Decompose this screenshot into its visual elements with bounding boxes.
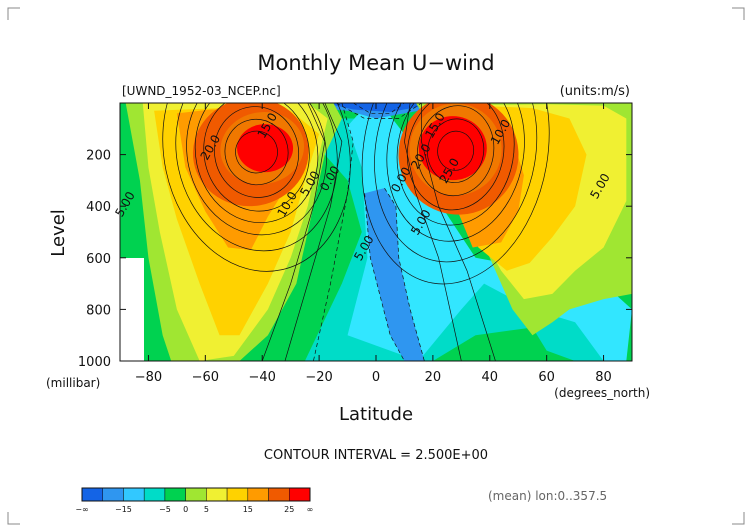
colorbar-swatch (289, 487, 311, 502)
colorbar-swatch (143, 487, 166, 502)
contour-line (417, 105, 495, 197)
plot-area (120, 103, 632, 361)
units-label: (units:m/s) (560, 84, 630, 99)
upper-dark-blue-fill (324, 103, 433, 113)
colorbar-label: −5 (159, 505, 171, 514)
y-tick-label: 200 (86, 149, 111, 164)
contour-interval: CONTOUR INTERVAL = 2.500E+00 (264, 448, 488, 463)
contour-line (353, 103, 405, 114)
colorbar-label: 0 (183, 505, 188, 514)
y-axis-unit: (millibar) (46, 376, 100, 390)
contour-lines (162, 103, 550, 361)
x-tick-label: −80 (135, 370, 162, 385)
colorbar: −∞ −15 −5 0 5 15 25 ∞ (75, 487, 314, 514)
x-tick-label: −40 (249, 370, 276, 385)
contour-line (437, 130, 475, 171)
footer-mean-lon: (mean) lon:0..357.5 (488, 489, 607, 503)
contour-line (186, 103, 327, 236)
colorbar-swatch (81, 487, 103, 502)
contour-line (374, 103, 538, 263)
colorbar-swatch (102, 487, 124, 502)
contour-line (421, 103, 496, 361)
contour-line (235, 130, 278, 174)
contour-line (386, 103, 525, 242)
y-tick-label: 400 (86, 200, 111, 215)
contour-line (406, 103, 505, 211)
contour-line (404, 103, 462, 361)
y-tick-label: 1000 (78, 355, 111, 370)
nh-red-core (418, 116, 487, 181)
colorbar-swatch (185, 487, 207, 502)
contour-line (224, 118, 289, 186)
colorbar-swatch (247, 487, 269, 502)
chart-title: Monthly Mean U−wind (257, 51, 494, 75)
contour-line (361, 103, 550, 285)
contour-line (284, 103, 343, 361)
x-tick-label: 60 (538, 370, 555, 385)
colorbar-swatch (164, 487, 186, 502)
y-tick-label: 800 (86, 303, 111, 318)
y-axis-label: Level (48, 209, 69, 257)
colorbar-label: −15 (115, 505, 132, 514)
contour-line (427, 118, 485, 183)
y-tick-label: 600 (86, 252, 111, 267)
colorbar-label: 25 (284, 505, 294, 514)
sh-red-core (237, 124, 294, 173)
colorbar-swatch (268, 487, 290, 502)
corner-marks (7, 7, 745, 525)
contour-line (162, 103, 351, 272)
x-axis-label: Latitude (339, 404, 413, 425)
contour-line (194, 103, 319, 224)
contour-line (336, 103, 422, 119)
x-axis: −80 −60 −40 −20 0 20 40 60 80 (135, 103, 612, 385)
x-tick-label: 40 (482, 370, 499, 385)
blue-core-fill (364, 188, 425, 361)
colorbar-label: −∞ (75, 505, 88, 514)
x-tick-label: 80 (595, 370, 612, 385)
contour-line (175, 103, 338, 252)
colorbar-label: 5 (204, 505, 209, 514)
colorbar-label: 15 (243, 505, 253, 514)
colorbar-swatch (123, 487, 145, 502)
contour-line (313, 103, 354, 361)
x-tick-label: −60 (192, 370, 219, 385)
field-fills (125, 103, 632, 361)
dataset-label: [UWND_1952-03_NCEP.nc] (122, 84, 281, 98)
contour-line (261, 103, 326, 361)
contour-line (203, 103, 310, 212)
contour-line (396, 103, 515, 226)
y-axis: 200 400 600 800 1000 (78, 149, 632, 370)
x-tick-label: −20 (305, 370, 332, 385)
x-tick-label: 0 (372, 370, 380, 385)
colorbar-swatch (226, 487, 249, 502)
colorbar-label: ∞ (307, 505, 314, 514)
contour-line (214, 106, 300, 198)
colorbar-swatch (206, 487, 228, 502)
colorbar-frame (81, 487, 311, 502)
x-tick-label: 20 (425, 370, 442, 385)
contour-line (384, 187, 425, 361)
x-axis-unit: (degrees_north) (554, 386, 650, 400)
